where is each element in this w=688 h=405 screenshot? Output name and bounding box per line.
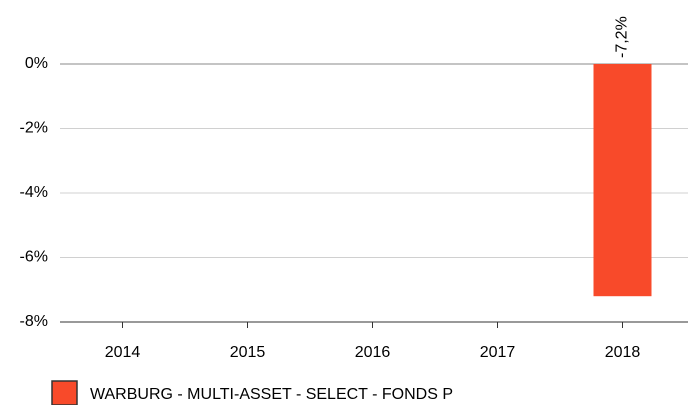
y-tick-label: -2% bbox=[20, 120, 48, 137]
legend-swatch bbox=[51, 380, 78, 405]
legend-label: WARBURG - MULTI-ASSET - SELECT - FONDS P bbox=[90, 386, 453, 403]
y-tick-label: 0% bbox=[25, 55, 48, 72]
x-tick-label: 2017 bbox=[480, 344, 516, 361]
x-tick-label: 2015 bbox=[230, 344, 266, 361]
bar bbox=[593, 64, 652, 297]
x-tick-label: 2018 bbox=[605, 344, 641, 361]
y-tick-label: -6% bbox=[20, 249, 48, 266]
y-tick-label: -8% bbox=[20, 313, 48, 330]
value-label: -7,2% bbox=[614, 16, 631, 58]
y-tick-label: -4% bbox=[20, 184, 48, 201]
x-tick-label: 2014 bbox=[105, 344, 141, 361]
x-tick-label: 2016 bbox=[355, 344, 391, 361]
